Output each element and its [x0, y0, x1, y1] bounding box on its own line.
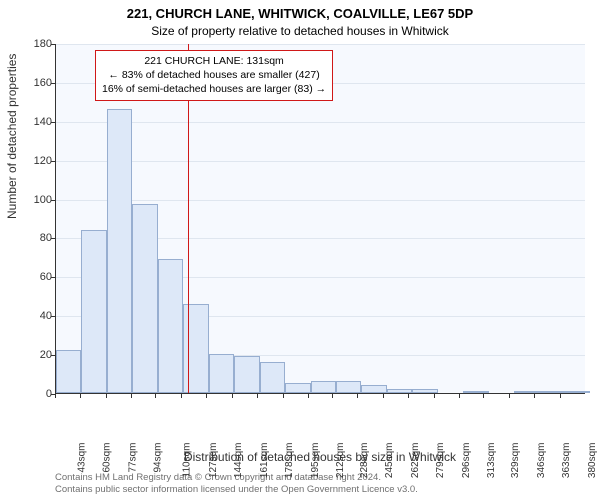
- histogram-bar: [540, 391, 565, 393]
- gridline: [56, 161, 585, 162]
- x-tick-mark: [434, 394, 435, 398]
- x-tick-label: 178sqm: [284, 443, 295, 479]
- annotation-line: 16% of semi-detached houses are larger (…: [102, 82, 326, 96]
- x-tick-mark: [332, 394, 333, 398]
- x-tick-label: 313sqm: [486, 443, 497, 479]
- x-tick-mark: [534, 394, 535, 398]
- y-tick-label: 180: [22, 38, 52, 50]
- y-tick-mark: [51, 238, 55, 239]
- footer-line: Contains public sector information licen…: [55, 484, 585, 496]
- histogram-bar: [107, 109, 132, 393]
- y-tick-mark: [51, 161, 55, 162]
- x-tick-mark: [459, 394, 460, 398]
- gridline: [56, 122, 585, 123]
- histogram-bar: [132, 204, 157, 393]
- y-tick-label: 40: [22, 310, 52, 322]
- x-tick-label: 144sqm: [233, 443, 244, 479]
- histogram-bar: [209, 354, 234, 393]
- y-tick-mark: [51, 200, 55, 201]
- x-tick-mark: [283, 394, 284, 398]
- x-tick-label: 110sqm: [182, 443, 193, 478]
- x-tick-mark: [483, 394, 484, 398]
- chart-title-address: 221, CHURCH LANE, WHITWICK, COALVILLE, L…: [0, 6, 600, 21]
- histogram-bar: [412, 389, 437, 393]
- x-tick-label: 363sqm: [561, 443, 572, 479]
- x-tick-mark: [181, 394, 182, 398]
- x-tick-mark: [232, 394, 233, 398]
- x-tick-label: 195sqm: [310, 443, 321, 479]
- y-tick-label: 0: [22, 388, 52, 400]
- y-tick-label: 100: [22, 194, 52, 206]
- x-tick-mark: [560, 394, 561, 398]
- histogram-bar: [565, 391, 590, 393]
- y-tick-mark: [51, 122, 55, 123]
- x-tick-mark: [155, 394, 156, 398]
- y-tick-mark: [51, 355, 55, 356]
- gridline: [56, 44, 585, 45]
- x-tick-label: 43sqm: [77, 443, 88, 473]
- x-tick-mark: [206, 394, 207, 398]
- x-tick-label: 212sqm: [335, 443, 346, 479]
- x-tick-label: 279sqm: [435, 443, 446, 479]
- x-tick-label: 262sqm: [410, 443, 421, 479]
- x-tick-label: 380sqm: [587, 443, 598, 479]
- x-tick-label: 228sqm: [359, 443, 370, 479]
- y-tick-label: 120: [22, 155, 52, 167]
- x-tick-label: 94sqm: [153, 443, 164, 473]
- annotation-line: 221 CHURCH LANE: 131sqm: [102, 54, 326, 68]
- chart-container: { "chart": { "type": "histogram", "title…: [0, 0, 600, 500]
- histogram-bar: [260, 362, 285, 393]
- x-tick-label: 77sqm: [127, 443, 138, 473]
- histogram-bar: [336, 381, 361, 393]
- histogram-bar: [387, 389, 412, 393]
- y-tick-mark: [51, 83, 55, 84]
- x-tick-mark: [308, 394, 309, 398]
- y-tick-label: 160: [22, 77, 52, 89]
- annotation-box: 221 CHURCH LANE: 131sqm← 83% of detached…: [95, 50, 333, 101]
- x-tick-mark: [55, 394, 56, 398]
- histogram-bar: [56, 350, 81, 393]
- histogram-bar: [361, 385, 386, 393]
- x-tick-mark: [408, 394, 409, 398]
- histogram-bar: [158, 259, 183, 393]
- x-tick-label: 346sqm: [536, 443, 547, 479]
- y-tick-label: 140: [22, 116, 52, 128]
- chart-title-desc: Size of property relative to detached ho…: [0, 24, 600, 38]
- y-tick-mark: [51, 277, 55, 278]
- y-tick-mark: [51, 44, 55, 45]
- x-tick-label: 127sqm: [208, 443, 219, 479]
- histogram-bar: [285, 383, 310, 393]
- histogram-bar: [463, 391, 488, 393]
- x-tick-mark: [106, 394, 107, 398]
- x-tick-label: 60sqm: [102, 443, 113, 473]
- x-tick-mark: [509, 394, 510, 398]
- histogram-bar: [234, 356, 259, 393]
- x-tick-mark: [131, 394, 132, 398]
- y-axis-label: Number of detached properties: [5, 54, 19, 219]
- histogram-bar: [81, 230, 106, 393]
- y-tick-mark: [51, 316, 55, 317]
- x-tick-mark: [257, 394, 258, 398]
- histogram-bar: [311, 381, 336, 393]
- x-tick-label: 329sqm: [510, 443, 521, 479]
- y-tick-label: 60: [22, 271, 52, 283]
- histogram-bar: [514, 391, 539, 393]
- x-tick-label: 245sqm: [385, 443, 396, 479]
- gridline: [56, 200, 585, 201]
- x-tick-mark: [357, 394, 358, 398]
- x-tick-mark: [383, 394, 384, 398]
- annotation-line: ← 83% of detached houses are smaller (42…: [102, 68, 326, 82]
- x-tick-mark: [80, 394, 81, 398]
- y-tick-label: 80: [22, 232, 52, 244]
- x-tick-label: 161sqm: [259, 443, 270, 479]
- y-tick-label: 20: [22, 349, 52, 361]
- x-tick-label: 296sqm: [461, 443, 472, 479]
